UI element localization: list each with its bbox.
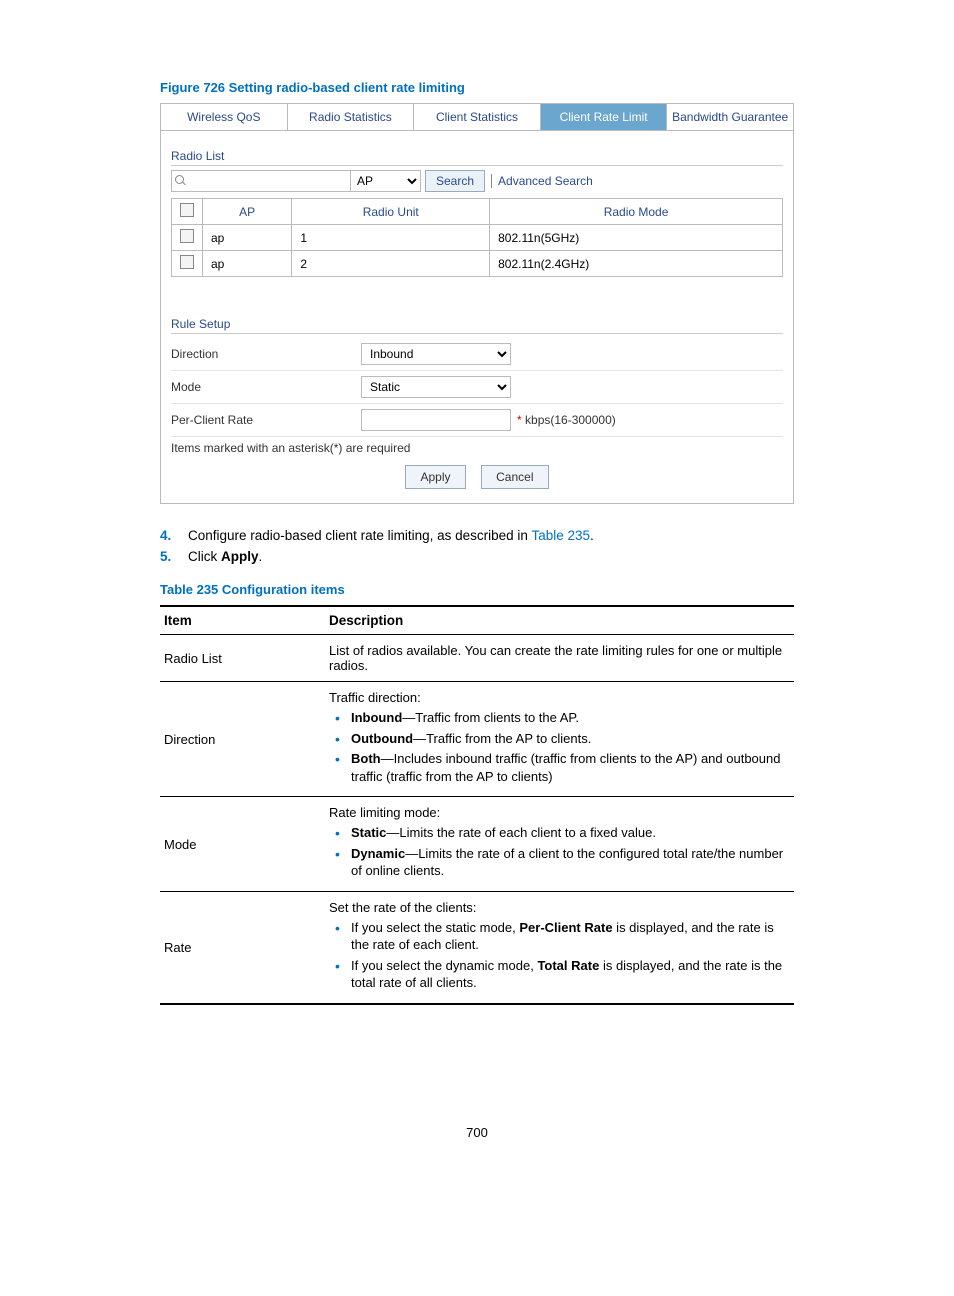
row-checkbox[interactable]: [180, 229, 194, 243]
cell-mode: 802.11n(5GHz): [490, 225, 783, 251]
step-4: 4. Configure radio-based client rate lim…: [160, 528, 794, 543]
ui-screenshot-panel: Wireless QoS Radio Statistics Client Sta…: [160, 103, 794, 504]
mode-select[interactable]: Static: [361, 376, 511, 398]
page-number: 700: [160, 1125, 794, 1140]
step-number: 4.: [160, 528, 188, 543]
search-filter-select[interactable]: AP: [351, 170, 421, 192]
tab-radio-statistics[interactable]: Radio Statistics: [288, 104, 415, 130]
step-text: Configure radio-based client rate limiti…: [188, 528, 594, 543]
tab-client-rate-limit[interactable]: Client Rate Limit: [541, 104, 668, 130]
step-5: 5. Click Apply.: [160, 549, 794, 564]
desc-cell: Traffic direction: Inbound—Traffic from …: [325, 682, 794, 797]
tab-bar: Wireless QoS Radio Statistics Client Sta…: [161, 104, 793, 131]
row-checkbox[interactable]: [180, 255, 194, 269]
step-number: 5.: [160, 549, 188, 564]
cell-unit: 1: [292, 225, 490, 251]
direction-select[interactable]: Inbound: [361, 343, 511, 365]
desc-cell: Set the rate of the clients: If you sele…: [325, 891, 794, 1004]
radio-list-label: Radio List: [171, 149, 783, 166]
col-item: Item: [160, 606, 325, 635]
table-row: ap 2 802.11n(2.4GHz): [172, 251, 783, 277]
config-row-rate: Rate Set the rate of the clients: If you…: [160, 891, 794, 1004]
config-row-direction: Direction Traffic direction: Inbound—Tra…: [160, 682, 794, 797]
config-row-radio-list: Radio List List of radios available. You…: [160, 635, 794, 682]
rate-hint: * kbps(16-300000): [517, 413, 616, 427]
item-cell: Rate: [160, 891, 325, 1004]
desc-cell: List of radios available. You can create…: [325, 635, 794, 682]
advanced-search-link[interactable]: Advanced Search: [491, 174, 593, 188]
desc-cell: Rate limiting mode: Static—Limits the ra…: [325, 797, 794, 892]
col-ap: AP: [203, 199, 292, 225]
item-cell: Radio List: [160, 635, 325, 682]
tab-wireless-qos[interactable]: Wireless QoS: [161, 104, 288, 130]
direction-row: Direction Inbound: [171, 338, 783, 371]
button-row: Apply Cancel: [161, 465, 793, 489]
figure-title: Figure 726 Setting radio-based client ra…: [160, 80, 794, 95]
rate-row: Per-Client Rate * kbps(16-300000): [171, 404, 783, 437]
step-text: Click Apply.: [188, 549, 262, 564]
col-radio-mode: Radio Mode: [490, 199, 783, 225]
search-input[interactable]: [171, 170, 351, 192]
cancel-button[interactable]: Cancel: [481, 465, 548, 489]
config-row-mode: Mode Rate limiting mode: Static—Limits t…: [160, 797, 794, 892]
table-title: Table 235 Configuration items: [160, 582, 794, 597]
rate-label: Per-Client Rate: [171, 413, 361, 427]
rule-setup-label: Rule Setup: [171, 317, 783, 334]
checkbox-icon[interactable]: [180, 203, 194, 217]
cell-ap: ap: [203, 225, 292, 251]
mode-row: Mode Static: [171, 371, 783, 404]
tab-client-statistics[interactable]: Client Statistics: [414, 104, 541, 130]
item-cell: Direction: [160, 682, 325, 797]
search-icon: [174, 174, 188, 188]
select-all-header: [172, 199, 203, 225]
table-row: ap 1 802.11n(5GHz): [172, 225, 783, 251]
col-radio-unit: Radio Unit: [292, 199, 490, 225]
apply-button[interactable]: Apply: [405, 465, 465, 489]
rate-input[interactable]: [361, 409, 511, 431]
cell-ap: ap: [203, 251, 292, 277]
radio-list-table: AP Radio Unit Radio Mode ap 1 802.11n(5G…: [171, 198, 783, 277]
config-items-table: Item Description Radio List List of radi…: [160, 605, 794, 1005]
direction-label: Direction: [171, 347, 361, 361]
cell-unit: 2: [292, 251, 490, 277]
cell-mode: 802.11n(2.4GHz): [490, 251, 783, 277]
item-cell: Mode: [160, 797, 325, 892]
search-row: AP Search Advanced Search: [171, 170, 783, 192]
table-link[interactable]: Table 235: [531, 528, 590, 543]
tab-bandwidth-guarantee[interactable]: Bandwidth Guarantee: [667, 104, 793, 130]
required-star: *: [517, 413, 525, 427]
col-description: Description: [325, 606, 794, 635]
search-button[interactable]: Search: [425, 170, 485, 192]
mode-label: Mode: [171, 380, 361, 394]
required-note: Items marked with an asterisk(*) are req…: [171, 441, 783, 455]
